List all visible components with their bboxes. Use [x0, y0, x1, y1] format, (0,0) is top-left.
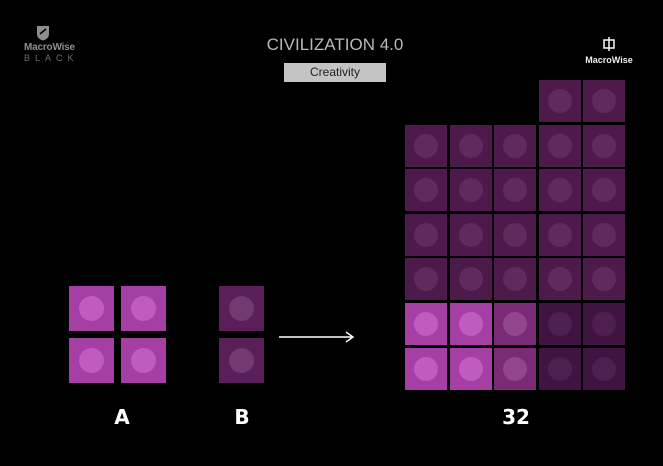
stud — [592, 178, 617, 203]
brick-cell — [219, 286, 264, 331]
arrow-right-icon — [279, 331, 355, 343]
stud — [79, 296, 104, 321]
stud — [414, 356, 438, 381]
grid-brick — [583, 169, 626, 212]
stud — [503, 222, 528, 247]
grid-brick — [538, 169, 581, 212]
grid-brick — [449, 169, 492, 212]
stud — [458, 267, 483, 292]
grid-brick — [538, 303, 581, 345]
stud — [229, 348, 254, 373]
stud — [592, 267, 617, 292]
grid-brick — [405, 169, 447, 212]
stud — [414, 312, 438, 336]
macrowise-black-logo: MacroWise BLACK — [24, 25, 94, 63]
stud — [414, 133, 438, 158]
grid-brick — [449, 213, 492, 256]
grid-brick — [494, 213, 537, 256]
grid-brick — [405, 347, 447, 390]
grid-brick — [494, 169, 537, 212]
grid-brick — [583, 347, 626, 390]
stud — [547, 133, 572, 158]
grid-brick — [538, 213, 581, 256]
brick-cell — [69, 286, 114, 331]
stud — [592, 133, 617, 158]
stud — [131, 296, 156, 321]
grid-brick — [449, 303, 492, 345]
shield-icon — [37, 26, 49, 41]
grid-brick — [538, 124, 581, 167]
macrowise-glyph-icon — [603, 37, 615, 51]
grid-brick — [583, 213, 626, 256]
stud — [414, 267, 438, 292]
label-a: A — [114, 405, 130, 429]
stud — [79, 348, 104, 373]
stud — [547, 356, 572, 381]
brick-cell — [121, 286, 166, 331]
grid-brick — [583, 80, 626, 122]
stud — [547, 89, 572, 113]
stud — [592, 312, 617, 336]
grid-brick — [538, 80, 581, 122]
grid-brick — [449, 258, 492, 301]
stud — [503, 356, 528, 381]
grid-brick — [494, 258, 537, 301]
stud — [503, 267, 528, 292]
grid-brick — [405, 258, 447, 301]
brick-cell — [121, 338, 166, 383]
page-title: CIVILIZATION 4.0 — [266, 35, 404, 54]
grid-brick — [494, 347, 537, 390]
left-logo-sub: BLACK — [24, 53, 79, 63]
grid-brick — [538, 347, 581, 390]
label-result: 32 — [502, 405, 530, 429]
grid-brick — [405, 124, 447, 167]
grid-brick — [583, 303, 626, 345]
subtitle-badge: Creativity — [284, 63, 386, 82]
grid-brick — [583, 124, 626, 167]
stud — [547, 312, 572, 336]
stud — [503, 133, 528, 158]
brick-cell — [69, 338, 114, 383]
stud — [458, 178, 483, 203]
stud — [503, 178, 528, 203]
right-logo-brand: MacroWise — [585, 55, 633, 65]
stud — [414, 222, 438, 247]
label-b: B — [234, 405, 250, 429]
grid-brick — [494, 124, 537, 167]
grid-brick — [449, 124, 492, 167]
stud — [592, 356, 617, 381]
left-logo-brand: MacroWise — [24, 42, 75, 53]
brick-cell — [219, 338, 264, 383]
stud — [503, 312, 528, 336]
stud — [592, 222, 617, 247]
stud — [547, 222, 572, 247]
stud — [547, 267, 572, 292]
grid-brick — [449, 347, 492, 390]
grid-brick — [405, 213, 447, 256]
stud — [458, 356, 483, 381]
grid-brick — [583, 258, 626, 301]
macrowise-logo: MacroWise — [580, 36, 638, 65]
grid-brick — [538, 258, 581, 301]
stud — [547, 178, 572, 203]
stud — [131, 348, 156, 373]
grid-brick — [494, 303, 537, 345]
stud — [592, 89, 617, 113]
stud — [458, 312, 483, 336]
grid-brick — [405, 303, 447, 345]
stud — [229, 296, 254, 321]
stud — [414, 178, 438, 203]
stud — [458, 222, 483, 247]
stud — [458, 133, 483, 158]
